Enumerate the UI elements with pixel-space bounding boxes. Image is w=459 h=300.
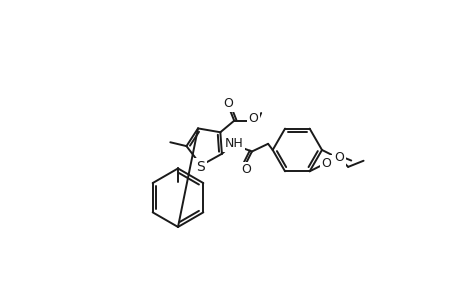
Text: O: O <box>241 164 250 176</box>
Text: O: O <box>248 112 258 125</box>
Text: O: O <box>321 157 331 170</box>
Text: S: S <box>196 160 204 174</box>
Text: O: O <box>223 97 232 110</box>
Text: O: O <box>333 151 343 164</box>
Text: NH: NH <box>224 137 243 150</box>
